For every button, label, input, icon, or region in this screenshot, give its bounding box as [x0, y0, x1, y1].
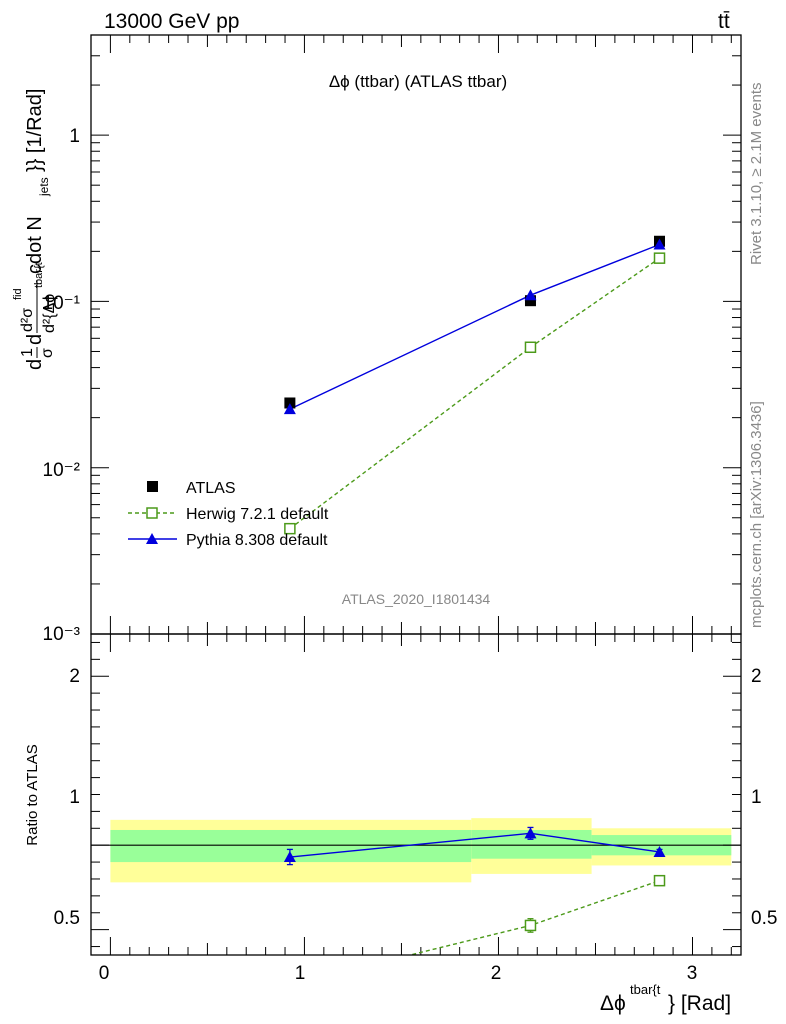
xtick-label-3: 3	[687, 963, 698, 984]
atlas-point	[284, 397, 296, 409]
ratio-frame	[90, 633, 742, 956]
ylabel-jets: jets	[37, 177, 51, 197]
ratio-ytick-1-left: 1	[69, 787, 80, 808]
ytick-label-1: 1	[69, 126, 80, 147]
process-label: tt̄	[718, 10, 730, 33]
x-axis-label: Δϕ tbar{t } [Rad]	[600, 982, 731, 1015]
ratio-pythia-point	[524, 827, 537, 839]
main-series	[283, 235, 666, 535]
atlas-point	[524, 295, 536, 307]
legend-marker-pythia	[146, 533, 158, 544]
pythia-point	[524, 289, 537, 301]
ratio-ytick-2-right: 2	[751, 666, 762, 687]
xtick-label-2: 2	[491, 963, 502, 984]
legend-label-herwig: Herwig 7.2.1 default	[186, 506, 329, 523]
herwig-point	[524, 341, 537, 354]
legend-marker-atlas	[147, 481, 158, 492]
ylabel-frac-num: 1	[19, 348, 36, 357]
main-y-axis-label: d 1 σ d d²σ fid d²{Δϕ tbar{t cdot N jets…	[12, 89, 58, 370]
ratio-pythia-point	[653, 845, 666, 857]
pythia-point	[283, 403, 296, 415]
ylabel-tail: }} [1/Rad]	[24, 89, 46, 172]
ratio-y-tick-labels: 0.5 1 2 0.5 1 2	[54, 666, 778, 929]
herwig-point	[653, 252, 666, 264]
pythia-point	[653, 238, 666, 250]
rivet-version-label: Rivet 3.1.10, ≥ 2.1M events	[748, 83, 765, 266]
xlabel-phi: Δϕ	[600, 992, 626, 1015]
herwig-point	[284, 522, 296, 535]
ratio-ytick-0.5-right: 0.5	[751, 908, 777, 929]
ylabel-d2: d	[24, 334, 46, 345]
ratio-pythia-point	[283, 851, 296, 863]
legend-marker-herwig	[146, 507, 158, 519]
herwig-line	[289, 257, 660, 530]
mcplots-url-label: mcplots.cern.ch [arXiv:1306.3436]	[748, 401, 765, 628]
ylabel-tbar: tbar{t	[33, 262, 45, 288]
ytick-label-0.001: 10⁻³	[43, 624, 81, 645]
xtick-label-1: 1	[295, 963, 306, 984]
ylabel-cdot: cdot N	[24, 216, 46, 274]
ratio-herwig-point	[653, 874, 666, 887]
ratio-herwig-line	[407, 880, 660, 955]
main-y-tick-labels: 1 10⁻¹ 10⁻² 10⁻³	[43, 126, 81, 645]
ratio-herwig-point	[285, 980, 295, 990]
ylabel-den: d²{Δϕ	[41, 294, 58, 333]
ratio-axis-ticks	[91, 634, 741, 955]
ratio-ytick-0.5-left: 0.5	[54, 908, 80, 929]
ratio-ytick-2-left: 2	[69, 666, 80, 687]
main-axis-ticks	[91, 34, 741, 635]
ratio-series	[283, 826, 666, 990]
analysis-watermark: ATLAS_2020_I1801434	[342, 591, 491, 607]
main-panel: Δϕ (ttbar) (ATLAS ttbar) ATLAS_2020_I180…	[12, 34, 741, 645]
ratio-herwig-point	[524, 919, 537, 932]
legend: ATLAS Herwig 7.2.1 default Pythia 8.308 …	[128, 480, 329, 549]
pythia-line	[289, 243, 660, 410]
ytick-label-0.1: 10⁻¹	[43, 293, 81, 314]
legend-label-atlas: ATLAS	[186, 480, 236, 497]
ylabel-d: d	[24, 359, 46, 370]
plot-title: Δϕ (ttbar) (ATLAS ttbar)	[329, 72, 507, 91]
xtick-label-0: 0	[99, 963, 110, 984]
ylabel-fid: fid	[12, 288, 24, 300]
x-tick-labels: 0 1 2 3	[99, 963, 698, 984]
legend-label-pythia: Pythia 8.308 default	[186, 532, 328, 549]
ratio-ytick-1-right: 1	[751, 787, 762, 808]
xlabel-tail: } [Rad]	[668, 992, 731, 1015]
ylabel-frac-den: σ	[39, 348, 56, 358]
ytick-label-0.01: 10⁻²	[43, 460, 81, 481]
ratio-y-axis-label: Ratio to ATLAS	[24, 744, 41, 845]
xlabel-sup: tbar{t	[630, 982, 661, 997]
ratio-panel: 0.5 1 2 0.5 1 2 0 1 2 3 Ratio to ATLAS Δ…	[24, 634, 777, 1015]
ylabel-d2sigma: d²σ	[19, 308, 36, 332]
energy-label: 13000 GeV pp	[104, 10, 239, 33]
